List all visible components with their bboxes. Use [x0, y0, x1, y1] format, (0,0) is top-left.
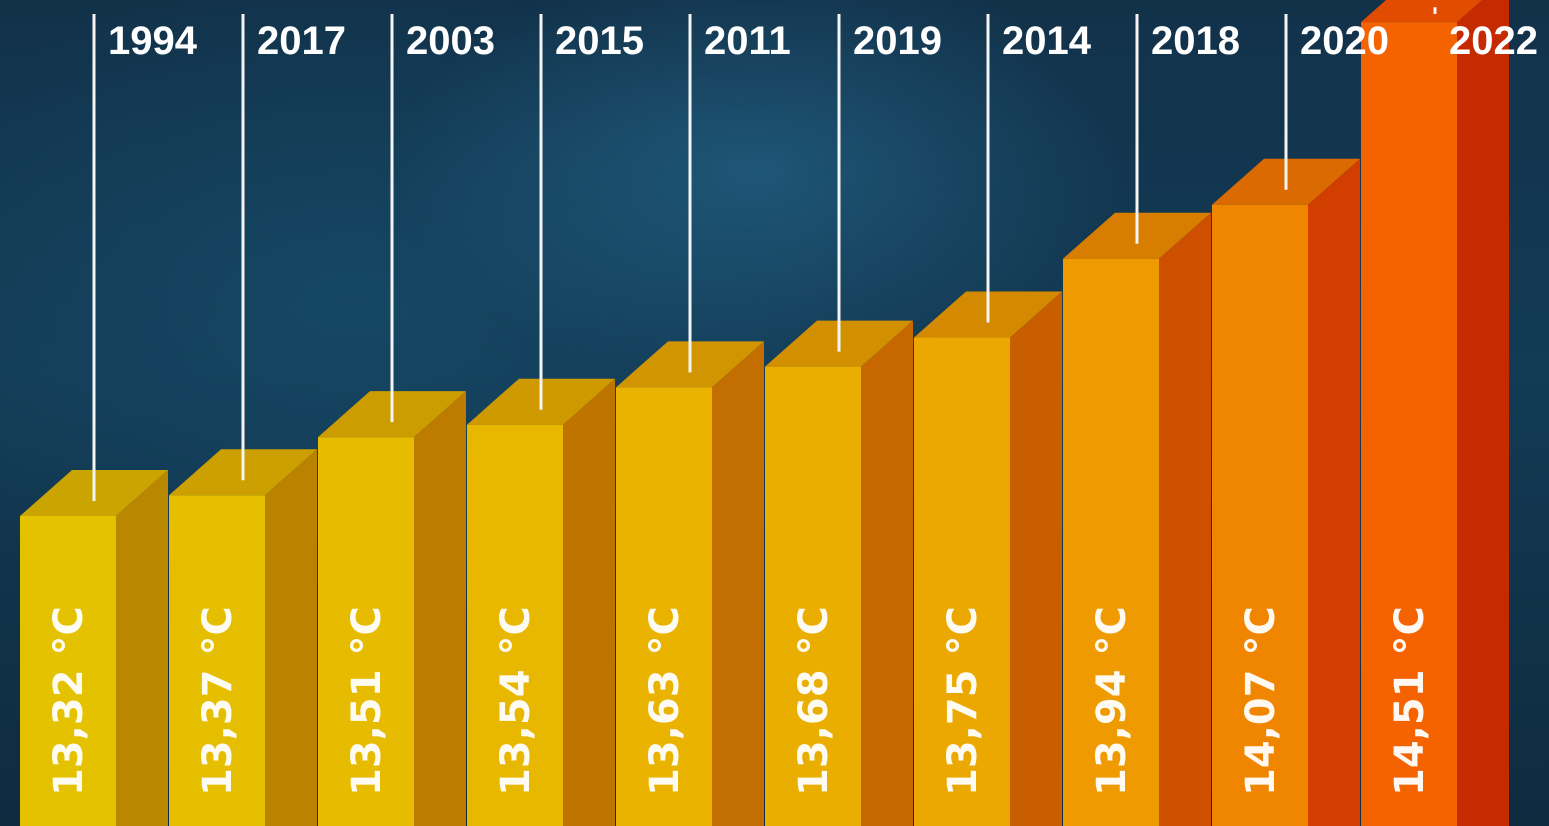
bar-side-face — [712, 341, 764, 826]
leader-lines-layer — [92, 7, 1437, 501]
bar-2015 — [467, 378, 615, 826]
bar-2020 — [1212, 158, 1360, 826]
bar-side-face — [116, 470, 168, 826]
bar-2014 — [914, 291, 1062, 826]
bar-2011 — [616, 341, 764, 826]
bar-side-face — [1457, 0, 1509, 826]
year-label-1994: 1994 — [108, 19, 198, 63]
value-label-2017: 13,37 °C — [195, 606, 241, 796]
bar-front-face — [765, 366, 861, 826]
bar-2017 — [169, 449, 317, 826]
year-label-2017: 2017 — [257, 19, 346, 63]
year-label-2011: 2011 — [704, 19, 791, 63]
bar-1994 — [20, 470, 168, 826]
year-label-2020: 2020 — [1300, 19, 1389, 63]
value-label-2018: 13,94 °C — [1089, 606, 1135, 796]
bar-2019 — [765, 320, 913, 826]
bar-top-face — [1361, 0, 1483, 23]
bar-side-face — [1159, 212, 1211, 826]
value-label-1994: 13,32 °C — [46, 606, 92, 796]
bar-front-face — [1361, 22, 1457, 826]
year-label-2003: 2003 — [406, 19, 495, 63]
year-label-2014: 2014 — [1002, 19, 1092, 63]
value-label-2022: 14,51 °C — [1387, 606, 1433, 796]
year-label-2015: 2015 — [555, 19, 644, 63]
value-label-2015: 13,54 °C — [493, 606, 539, 796]
bar-2022 — [1361, 0, 1509, 826]
bar-side-face — [861, 320, 913, 826]
labels-layer: 1994 13,32 °C 2017 13,37 °C 2003 13,51 °C 2015… — [46, 19, 1538, 796]
year-label-2018: 2018 — [1151, 19, 1240, 63]
year-label-2019: 2019 — [853, 19, 942, 63]
year-label-2022: 2022 — [1449, 19, 1538, 63]
value-label-2020: 14,07 °C — [1238, 606, 1284, 796]
bar-front-face — [467, 424, 563, 826]
bar-front-face — [1063, 258, 1159, 826]
bar-front-face — [914, 337, 1010, 826]
bar-front-face — [20, 516, 116, 826]
bar-side-face — [265, 449, 317, 826]
bar-2003 — [318, 391, 466, 826]
bar-side-face — [1308, 158, 1360, 826]
bar-side-face — [1010, 291, 1062, 826]
value-label-2019: 13,68 °C — [791, 606, 837, 796]
bar-front-face — [318, 437, 414, 826]
bar-front-face — [169, 495, 265, 826]
value-label-2011: 13,63 °C — [642, 606, 688, 796]
bar-side-face — [414, 391, 466, 826]
bar-front-face — [616, 387, 712, 826]
value-label-2014: 13,75 °C — [940, 606, 986, 796]
bar-front-face — [1212, 204, 1308, 826]
value-label-2003: 13,51 °C — [344, 606, 390, 796]
bars-layer — [20, 0, 1509, 826]
bar-2018 — [1063, 212, 1211, 826]
bar-side-face — [563, 378, 615, 826]
